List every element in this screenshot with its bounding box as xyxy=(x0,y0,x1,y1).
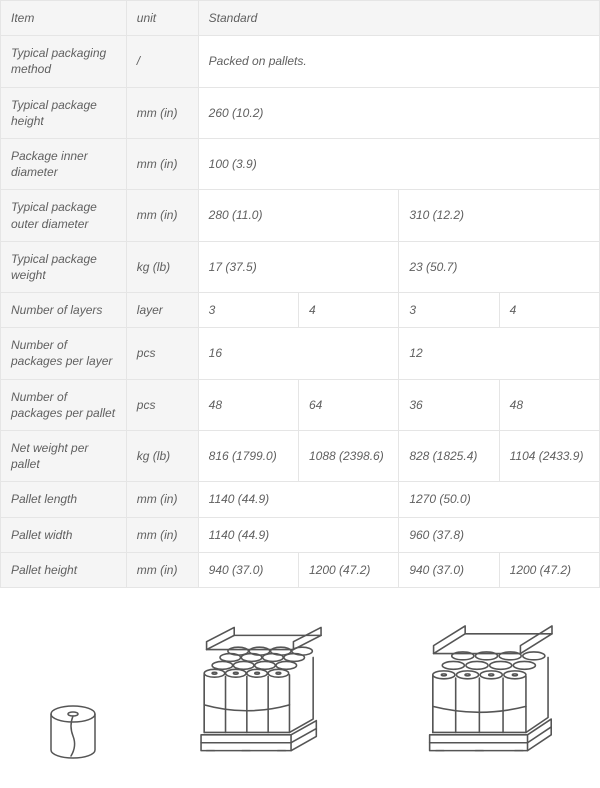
row-value: 260 (10.2) xyxy=(198,87,599,138)
packaging-spec-table: Item unit Standard Typical packaging met… xyxy=(0,0,600,588)
pallet-16-icon xyxy=(170,618,330,768)
row-unit: mm (in) xyxy=(126,138,198,189)
table-row: Net weight per pallet kg (lb) 816 (1799.… xyxy=(1,431,600,482)
row-value: 64 xyxy=(298,379,398,430)
row-unit: kg (lb) xyxy=(126,241,198,292)
row-label: Typical package weight xyxy=(1,241,127,292)
row-value: 960 (37.8) xyxy=(399,517,600,552)
row-value: 1200 (47.2) xyxy=(298,552,398,587)
row-unit: mm (in) xyxy=(126,482,198,517)
table-row: Package inner diameter mm (in) 100 (3.9) xyxy=(1,138,600,189)
row-label: Typical package outer diameter xyxy=(1,190,127,241)
row-value: 816 (1799.0) xyxy=(198,431,298,482)
col-item: Item xyxy=(1,1,127,36)
col-unit: unit xyxy=(126,1,198,36)
table-row: Pallet height mm (in) 940 (37.0) 1200 (4… xyxy=(1,552,600,587)
row-label: Number of packages per layer xyxy=(1,328,127,379)
row-value: 36 xyxy=(399,379,499,430)
row-label: Number of layers xyxy=(1,293,127,328)
table-row: Typical package weight kg (lb) 17 (37.5)… xyxy=(1,241,600,292)
row-unit: / xyxy=(126,36,198,87)
table-row: Number of layers layer 3 4 3 4 xyxy=(1,293,600,328)
row-value: 280 (11.0) xyxy=(198,190,399,241)
row-value: 4 xyxy=(298,293,398,328)
row-value: 17 (37.5) xyxy=(198,241,399,292)
row-unit: mm (in) xyxy=(126,87,198,138)
row-value: 828 (1825.4) xyxy=(399,431,499,482)
row-value: 1270 (50.0) xyxy=(399,482,600,517)
row-label: Typical packaging method xyxy=(1,36,127,87)
row-value: 3 xyxy=(198,293,298,328)
row-unit: pcs xyxy=(126,379,198,430)
row-unit: layer xyxy=(126,293,198,328)
single-roll-icon xyxy=(43,698,103,768)
row-value: 1104 (2433.9) xyxy=(499,431,599,482)
row-label: Typical package height xyxy=(1,87,127,138)
row-label: Pallet length xyxy=(1,482,127,517)
row-label: Number of packages per pallet xyxy=(1,379,127,430)
row-value: 48 xyxy=(198,379,298,430)
row-label: Pallet width xyxy=(1,517,127,552)
row-value: 1088 (2398.6) xyxy=(298,431,398,482)
col-standard: Standard xyxy=(198,1,599,36)
row-value: 3 xyxy=(399,293,499,328)
row-value: 1140 (44.9) xyxy=(198,517,399,552)
row-value: 16 xyxy=(198,328,399,379)
row-value: 23 (50.7) xyxy=(399,241,600,292)
table-row: Number of packages per layer pcs 16 12 xyxy=(1,328,600,379)
row-value: 100 (3.9) xyxy=(198,138,599,189)
row-label: Net weight per pallet xyxy=(1,431,127,482)
row-value: 1200 (47.2) xyxy=(499,552,599,587)
row-unit: kg (lb) xyxy=(126,431,198,482)
table-row: Pallet width mm (in) 1140 (44.9) 960 (37… xyxy=(1,517,600,552)
table-row: Pallet length mm (in) 1140 (44.9) 1270 (… xyxy=(1,482,600,517)
row-value: 940 (37.0) xyxy=(198,552,298,587)
row-unit: mm (in) xyxy=(126,552,198,587)
row-value: 310 (12.2) xyxy=(399,190,600,241)
row-value: 12 xyxy=(399,328,600,379)
table-row: Typical package outer diameter mm (in) 2… xyxy=(1,190,600,241)
row-unit: mm (in) xyxy=(126,517,198,552)
row-value: Packed on pallets. xyxy=(198,36,599,87)
table-header-row: Item unit Standard xyxy=(1,1,600,36)
table-row: Number of packages per pallet pcs 48 64 … xyxy=(1,379,600,430)
table-row: Typical package height mm (in) 260 (10.2… xyxy=(1,87,600,138)
illustrations-row xyxy=(0,588,600,788)
row-unit: pcs xyxy=(126,328,198,379)
row-label: Pallet height xyxy=(1,552,127,587)
row-value: 48 xyxy=(499,379,599,430)
row-value: 4 xyxy=(499,293,599,328)
row-value: 940 (37.0) xyxy=(399,552,499,587)
table-row: Typical packaging method / Packed on pal… xyxy=(1,36,600,87)
row-unit: mm (in) xyxy=(126,190,198,241)
pallet-12-icon xyxy=(397,618,557,768)
row-label: Package inner diameter xyxy=(1,138,127,189)
row-value: 1140 (44.9) xyxy=(198,482,399,517)
